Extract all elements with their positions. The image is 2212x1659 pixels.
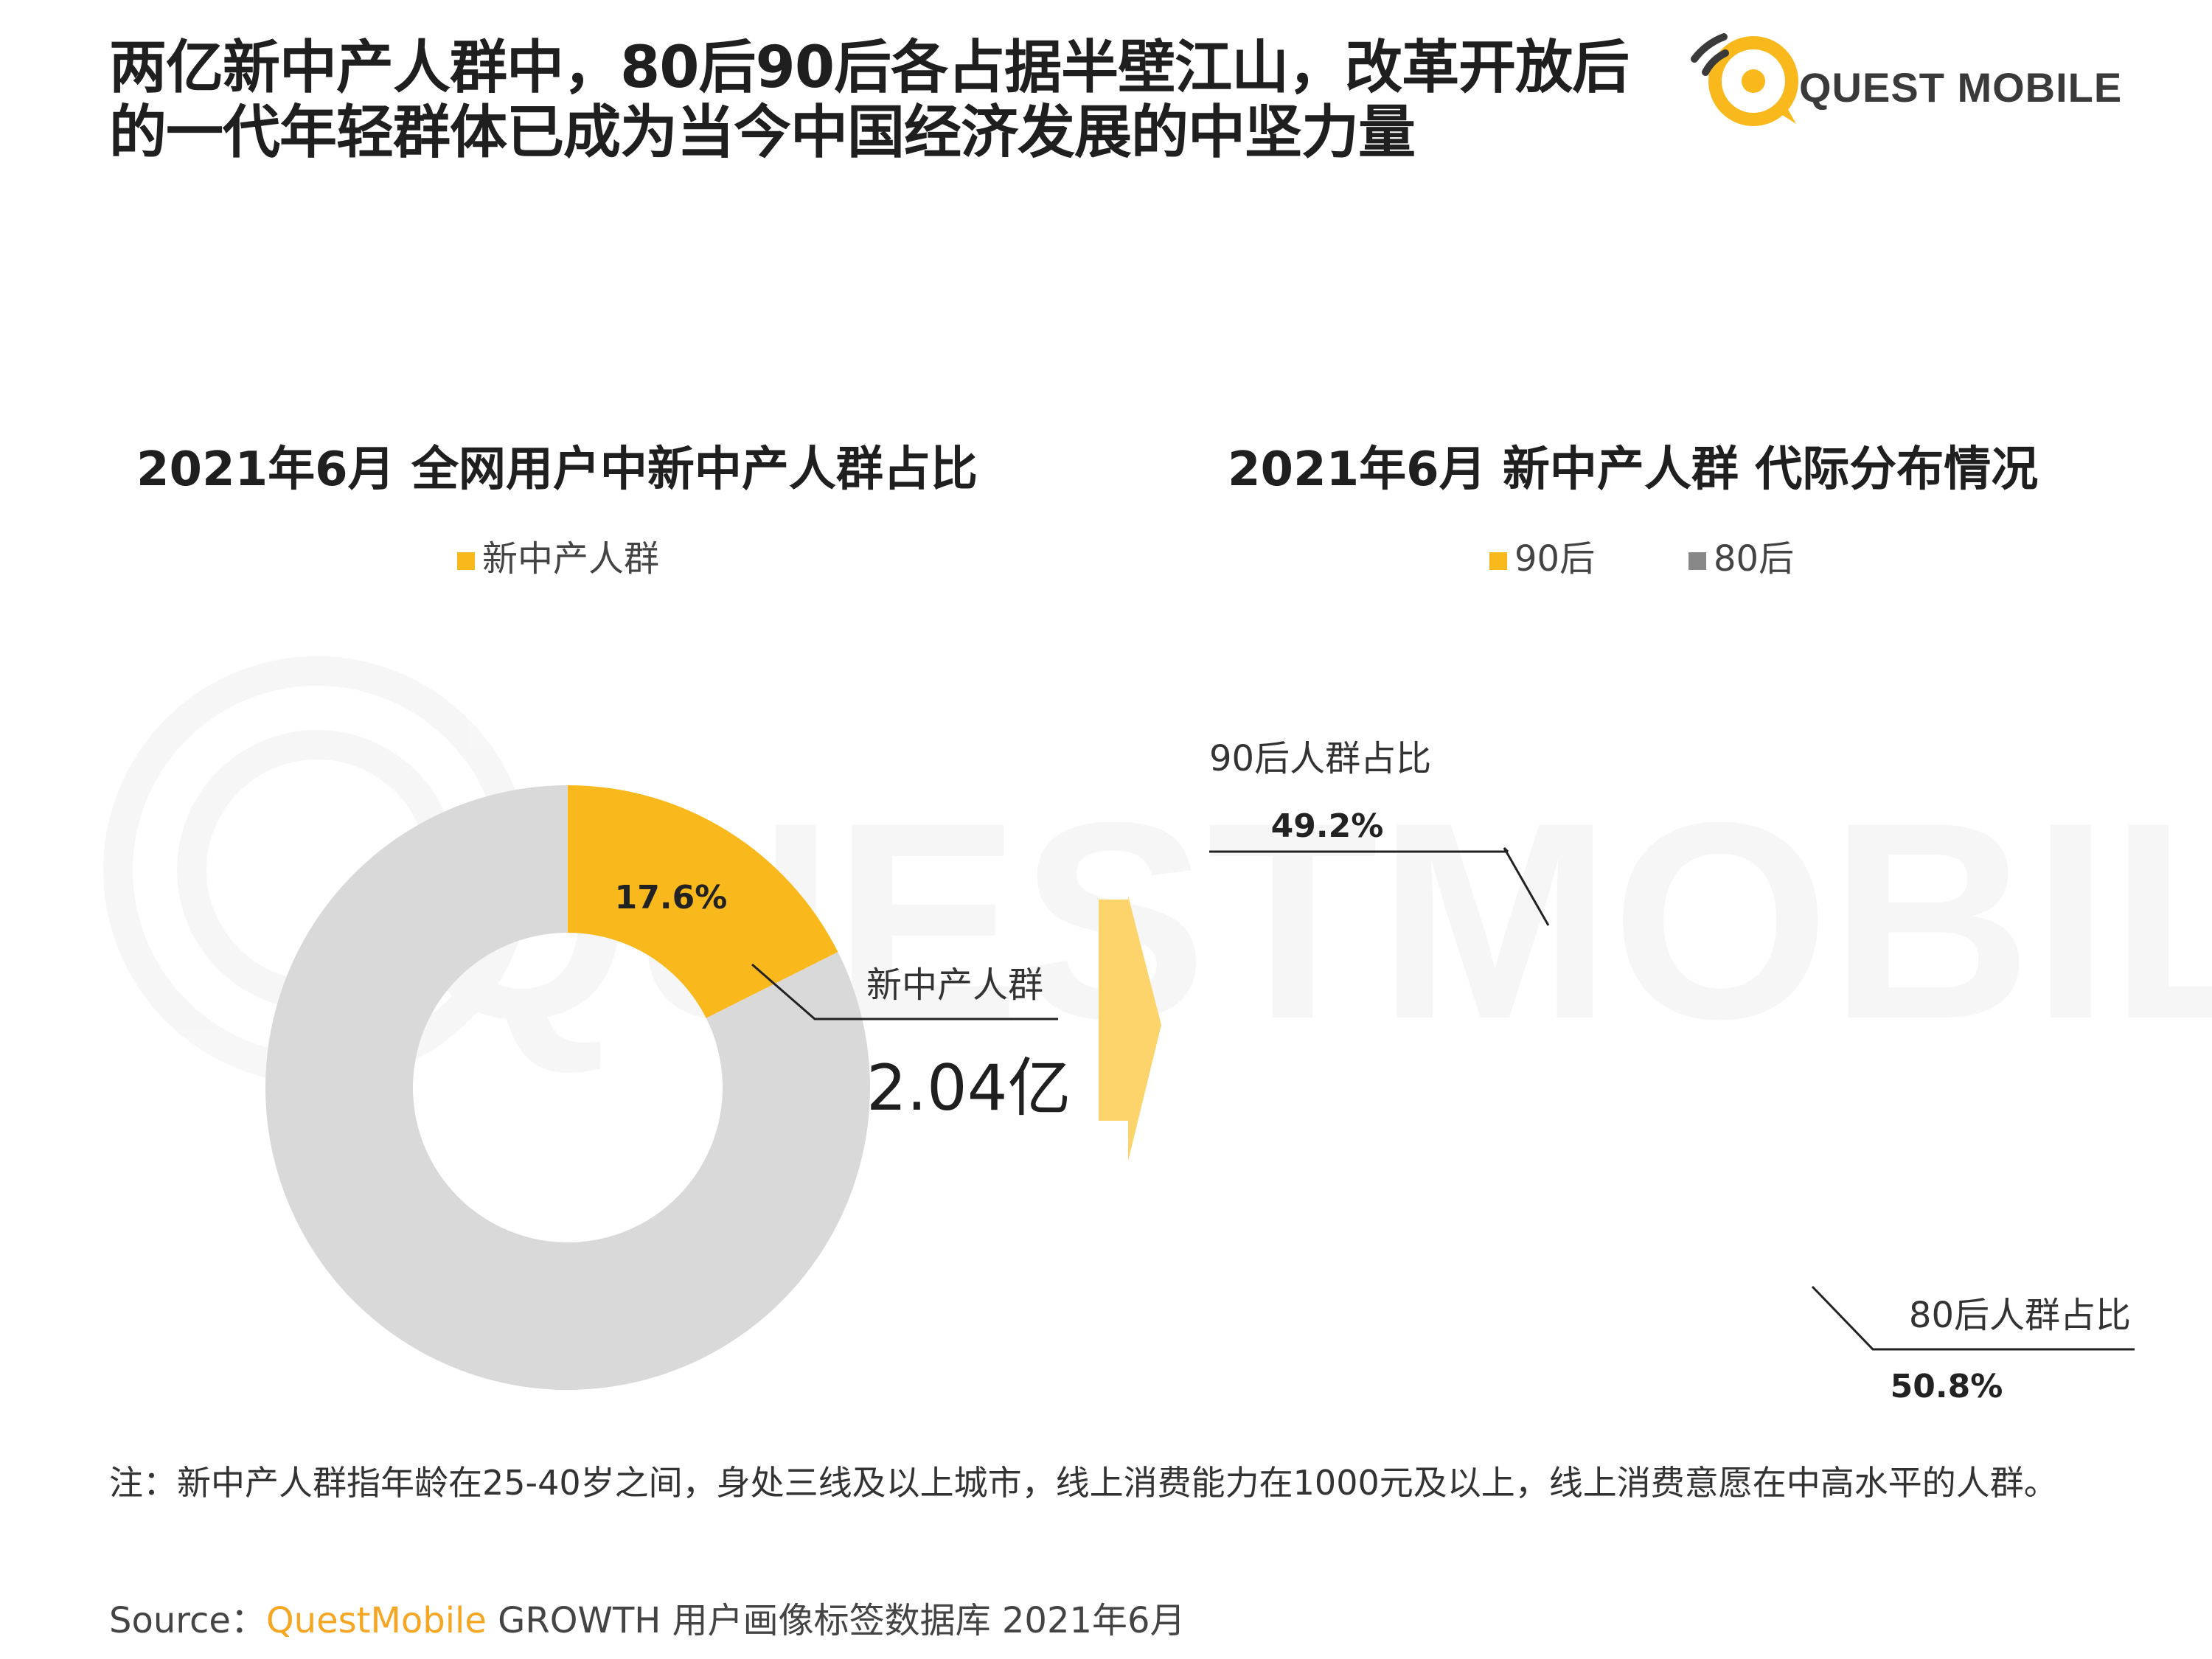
logo-text: QUEST MOBILE [1799, 64, 2123, 111]
callout-line-80 [1811, 1285, 2135, 1351]
left-donut-chart [265, 785, 871, 1390]
callout-line-90-diag [1503, 846, 1550, 926]
data-label-80: 50.8% [1891, 1368, 2003, 1405]
source-brand: QuestMobile [265, 1600, 487, 1641]
callout-label-80: 80后人群占比 [1909, 1295, 2131, 1336]
page-title: 两亿新中产人群中，80后90后各占据半壁江山，改革开放后的一代年轻群体已成为当今… [109, 35, 1630, 166]
data-label-90: 49.2% [1271, 807, 1384, 845]
legend-label: 新中产人群 [482, 538, 660, 580]
right-chart-title: 2021年6月 新中产人群 代际分布情况 [1228, 442, 2039, 497]
legend-label-90: 90后 [1514, 538, 1596, 580]
callout-label-left: 新中产人群 [866, 964, 1043, 1006]
legend-label-80: 80后 [1714, 538, 1795, 580]
callout-label-90: 90后人群占比 [1209, 738, 1431, 779]
legend-90: 90后 [1489, 529, 1595, 581]
slice-new-middle-class [568, 785, 838, 1018]
footnote: 注：新中产人群指年龄在25-40岁之间，身处三线及以上城市，线上消费能力在100… [109, 1463, 2058, 1503]
source-line: Source：QuestMobile GROWTH 用户画像标签数据库 2021… [109, 1591, 1186, 1643]
legend-new-middle-class: 新中产人群 [457, 529, 659, 581]
legend-swatch-yellow [457, 552, 475, 570]
legend-80: 80后 [1688, 529, 1794, 581]
legend-swatch-yellow [1489, 552, 1507, 570]
legend-swatch-gray [1688, 552, 1706, 570]
arrow-icon [1099, 896, 1161, 1161]
left-chart-title: 2021年6月 全网用户中新中产人群占比 [136, 442, 978, 497]
source-text: GROWTH 用户画像标签数据库 2021年6月 [486, 1600, 1186, 1641]
callout-line-left [751, 963, 1058, 1020]
data-label-new-middle-class: 17.6% [615, 879, 728, 917]
callout-value-left: 2.04亿 [866, 1051, 1071, 1125]
questmobile-logo-icon [1691, 33, 1798, 126]
slice-other [265, 785, 871, 1390]
source-prefix: Source： [109, 1600, 266, 1641]
